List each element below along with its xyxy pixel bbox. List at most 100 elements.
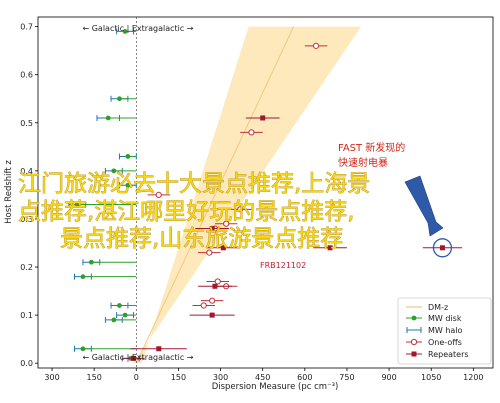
mw-disk-marker <box>122 312 128 318</box>
one-off-marker <box>209 297 216 304</box>
repeater-point <box>313 245 347 251</box>
x-tick-label: 150 <box>171 373 186 382</box>
mw-disk-point <box>105 115 137 121</box>
legend: DM-z MW disk MW halo One-offs Repeaters <box>397 297 492 365</box>
data-marks-layer <box>68 28 463 362</box>
legend-item-mw-halo: MW halo <box>406 326 463 335</box>
mw-disk-marker <box>125 154 131 159</box>
mw-disk-point <box>117 96 137 102</box>
axes-layer: 300 150 0 150 300 450 600 750 900 1050 1200 0.0 0.1 0… <box>20 17 484 382</box>
x-tick-label: 1050 <box>421 373 441 382</box>
repeater-marker <box>209 226 215 232</box>
one-off-marker <box>155 191 162 199</box>
dm-z-line <box>135 26 295 364</box>
x-axis-title: Dispersion Measure (pc cm⁻³) <box>212 382 339 392</box>
one-off-marker <box>206 249 213 256</box>
overlay-text: 江门旅游必去十大景点推荐,上海景 点推荐,湛江哪里好玩的景点推荐, 景点推荐,山… <box>18 171 371 253</box>
one-off-point <box>304 42 328 49</box>
x-tick-label: 1200 <box>463 373 483 382</box>
mw-disk-marker <box>74 202 80 207</box>
mw-disk-point <box>122 312 137 318</box>
mw-disk-point <box>74 202 137 207</box>
repeater-point <box>245 115 280 121</box>
frb121102-label: FRB121102 <box>260 261 306 270</box>
mw-disk-point <box>111 317 137 323</box>
x-tick-label: 150 <box>87 373 102 382</box>
mw-disk-point <box>88 259 137 265</box>
x-tick-label: 750 <box>339 373 354 382</box>
svg-text:MW halo: MW halo <box>428 326 463 335</box>
one-off-marker <box>200 302 207 309</box>
legend-item-repeaters: Repeaters <box>406 350 469 359</box>
fast-label-line2: 快速射电暴 <box>338 156 388 169</box>
mw-disk-point <box>117 303 137 308</box>
x-tick-label: 900 <box>381 373 396 382</box>
svg-text:One-offs: One-offs <box>428 338 462 347</box>
one-off-marker <box>237 206 244 213</box>
repeater-marker <box>327 245 333 251</box>
one-off-point <box>198 249 221 256</box>
svg-text:MW disk: MW disk <box>428 314 462 323</box>
repeater-point <box>422 245 463 251</box>
overlay-line-3: 景点推荐,山东旅游景点推荐 <box>60 226 343 252</box>
mw-disk-marker <box>105 115 111 121</box>
legend-item-dm-z: DM-z <box>406 303 448 312</box>
repeater-marker <box>156 346 162 352</box>
one-off-point <box>214 220 238 227</box>
repeater-point <box>122 355 145 361</box>
mw-disk-marker <box>88 259 94 265</box>
dm-z-band <box>133 26 361 364</box>
y-tick-label: 0.2 <box>20 263 33 272</box>
repeater-marker <box>439 245 445 251</box>
y-tick-label: 0.5 <box>20 119 33 128</box>
legend-item-mw-disk: MW disk <box>406 314 462 323</box>
overlay-line-1: 江门旅游必去十大景点推荐,上海景 <box>18 171 370 197</box>
mw-disk-marker <box>125 182 131 188</box>
galactic-extragalactic-bottom-label: ← Galactic | Extragalactic → <box>82 353 193 362</box>
one-off-point <box>240 129 263 136</box>
mw-disk-point <box>111 168 137 174</box>
mw-disk-point <box>125 182 137 188</box>
one-off-point <box>228 206 252 213</box>
repeater-point <box>195 226 229 232</box>
mw-disk-marker <box>117 303 122 308</box>
y-tick-label: 0.3 <box>20 215 33 224</box>
one-off-point <box>206 278 229 285</box>
mw-disk-point <box>122 29 137 34</box>
legend-box <box>397 297 492 365</box>
x-tick-label: 0 <box>134 373 139 382</box>
one-off-marker <box>248 129 255 136</box>
legend-item-one-offs: One-offs <box>406 338 462 347</box>
one-off-marker <box>312 42 320 49</box>
repeater-marker <box>260 115 266 121</box>
fast-arrow <box>404 175 444 237</box>
fast-label-line1: FAST 新发现的 <box>338 141 405 154</box>
y-tick-label: 0.4 <box>20 167 33 176</box>
repeater-marker <box>130 355 136 361</box>
galactic-extragalactic-top-label: ← Galactic | Extragalactic → <box>82 24 193 33</box>
repeater-point <box>198 283 232 289</box>
mw-disk-point <box>80 274 137 280</box>
one-off-marker <box>223 220 230 227</box>
mw-disk-point <box>80 346 137 352</box>
overlay-line-2: 点推荐,湛江哪里好玩的景点推荐, <box>18 199 355 225</box>
mw-disk-marker <box>111 168 117 174</box>
x-tick-label: 450 <box>255 373 270 382</box>
repeater-marker <box>209 312 215 318</box>
y-tick-label: 0.1 <box>20 311 33 320</box>
one-off-point <box>147 191 171 199</box>
repeater-marker <box>220 245 226 251</box>
mw-disk-marker <box>80 346 86 352</box>
y-tick-label: 0.0 <box>20 359 33 368</box>
x-tick-label: 300 <box>213 373 228 382</box>
svg-text:DM-z: DM-z <box>428 303 448 312</box>
y-axis-title: Host Redshift z <box>4 160 14 224</box>
one-off-point <box>192 302 215 309</box>
x-tick-label: 600 <box>297 373 312 382</box>
mw-disk-marker <box>111 317 117 323</box>
repeater-point <box>206 245 241 251</box>
fast-highlight-ring <box>432 238 453 258</box>
repeater-point <box>130 346 187 352</box>
repeater-marker <box>212 283 218 289</box>
